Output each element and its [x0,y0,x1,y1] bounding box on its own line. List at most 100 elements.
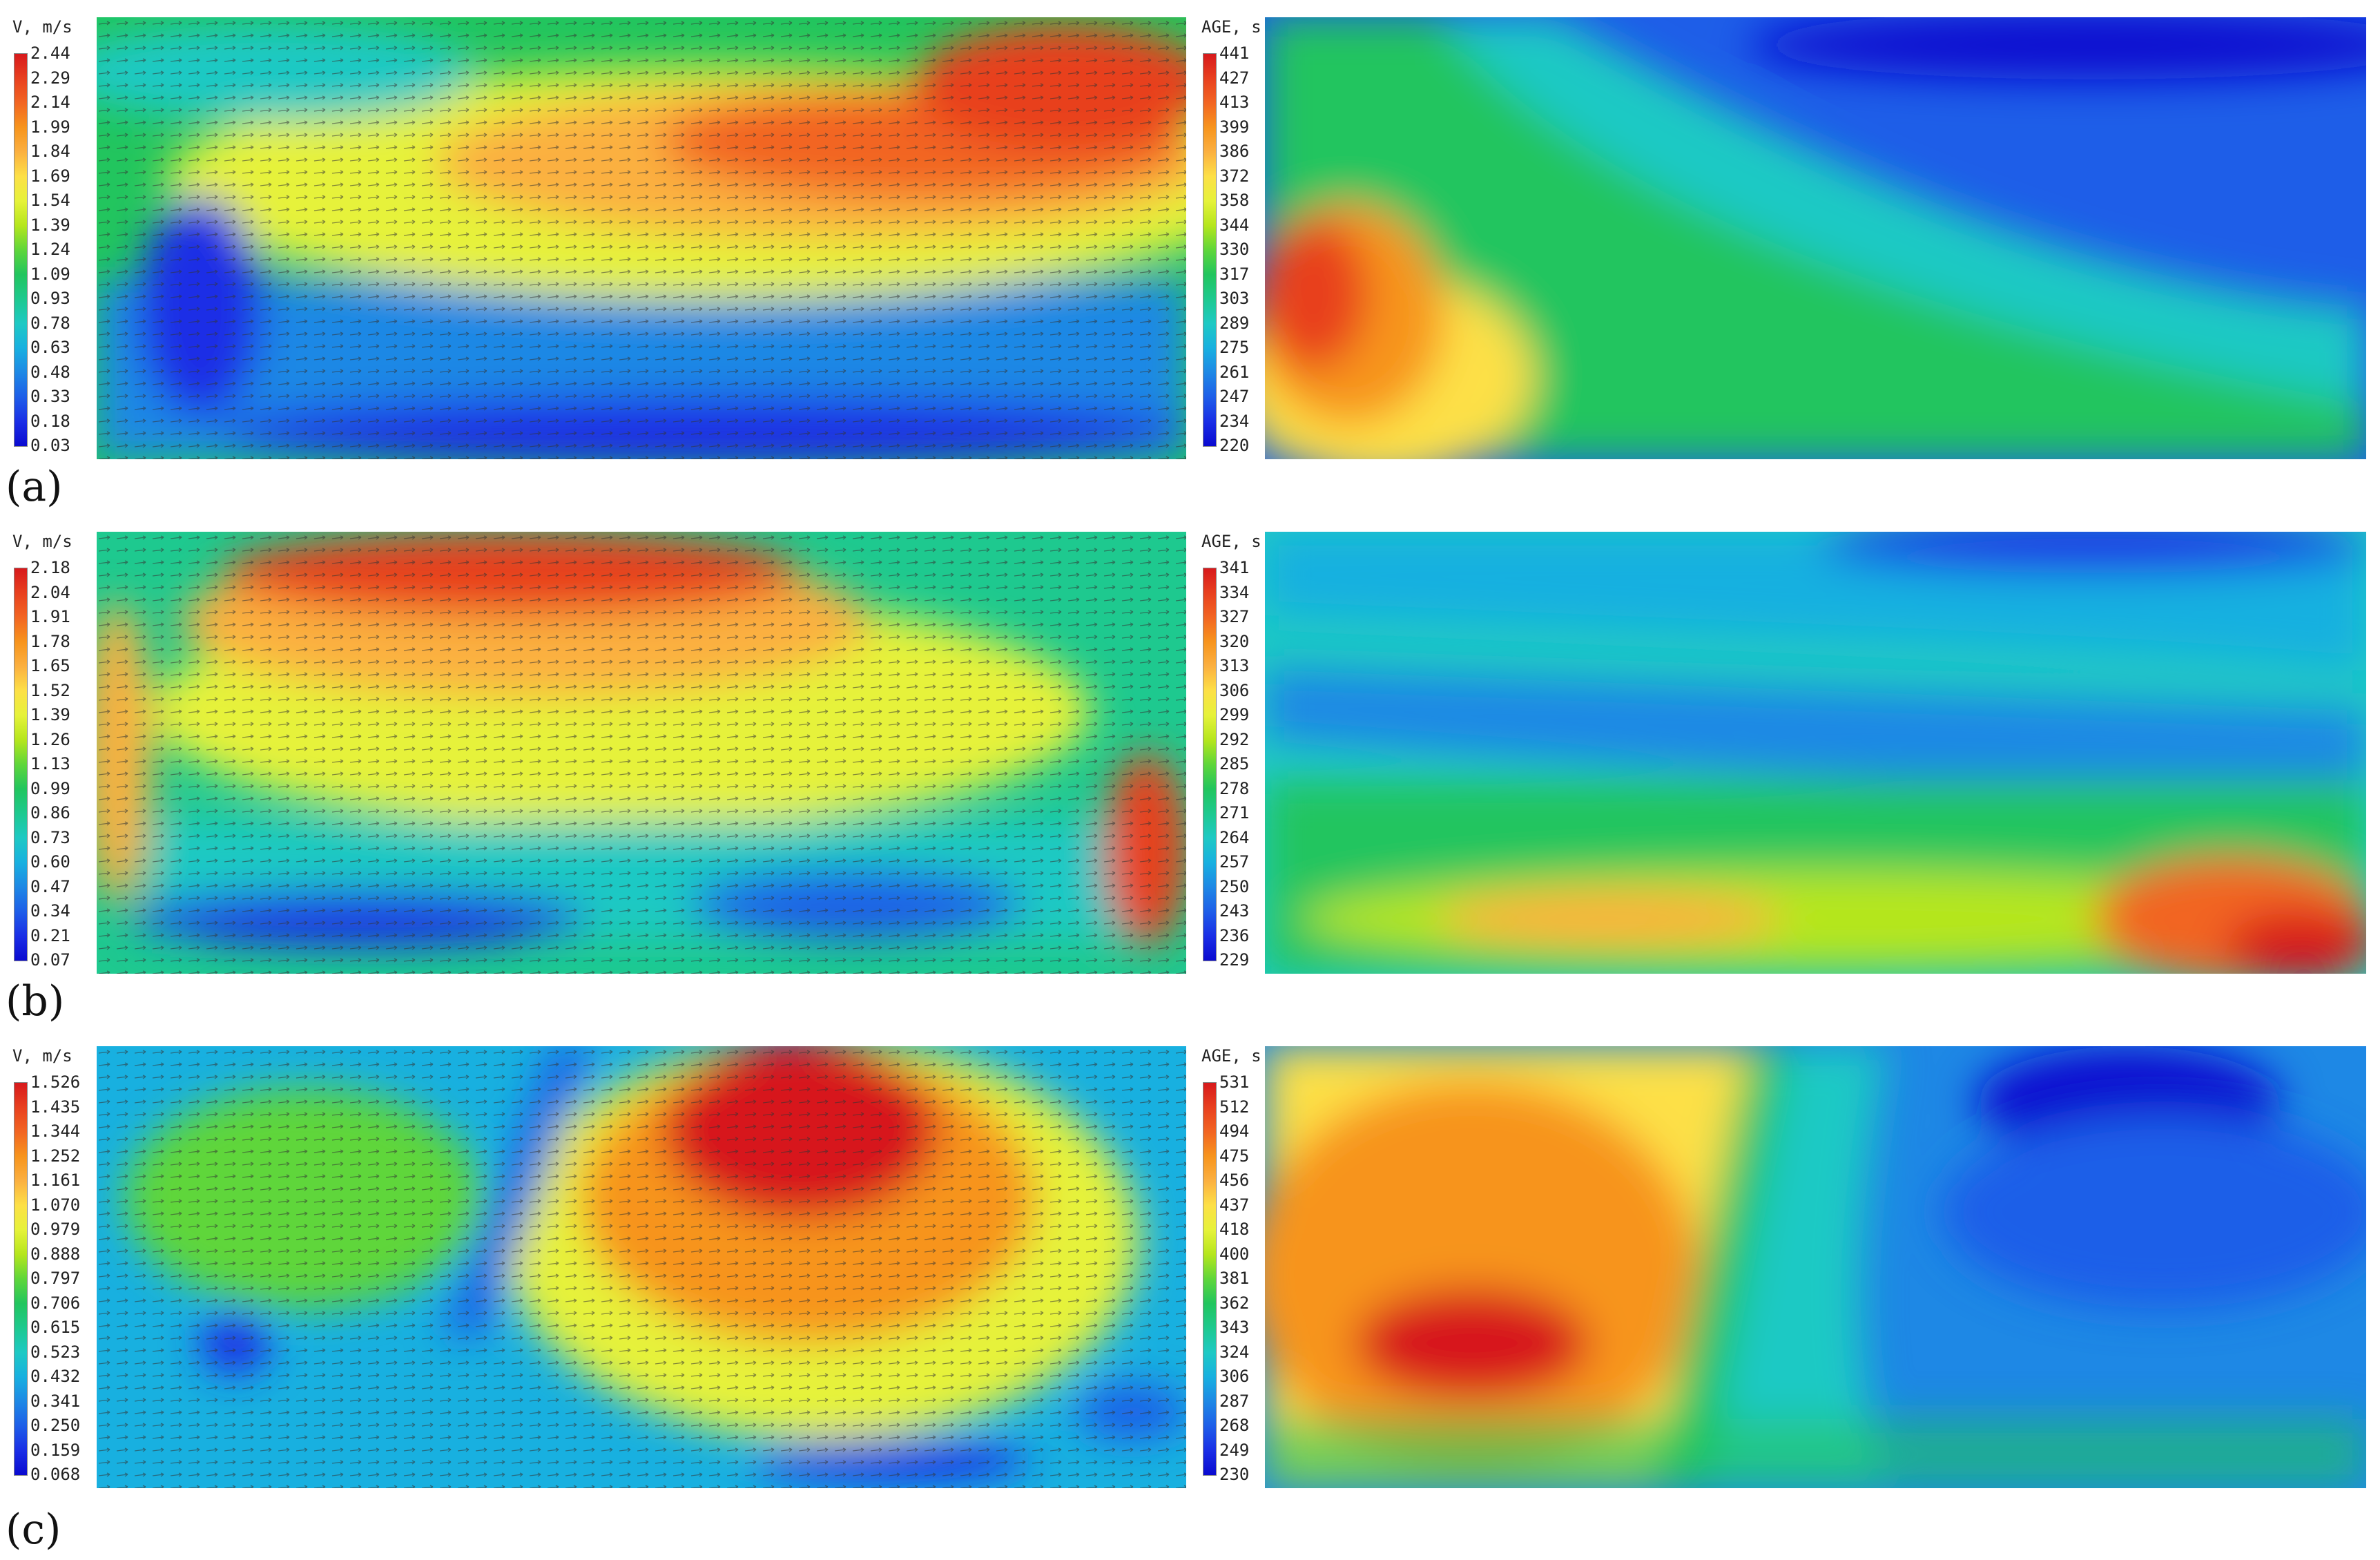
tick-label: 1.252 [30,1146,81,1166]
tick-label: 264 [1219,827,1250,847]
tick-label: 289 [1219,313,1250,333]
tick-label: 249 [1219,1440,1250,1460]
tick-label: 0.159 [30,1440,81,1460]
tick-label: 0.18 [30,411,70,431]
tick-label: 324 [1219,1342,1250,1362]
tick-label: 456 [1219,1171,1250,1190]
legend-title: V, m/s [12,1046,72,1066]
tick-label: 372 [1219,166,1250,186]
tick-label: 220 [1219,436,1250,455]
tick-label: 287 [1219,1391,1250,1411]
tick-label: 327 [1219,607,1250,626]
tick-label: 1.526 [30,1072,81,1092]
tick-label: 0.068 [30,1465,81,1484]
tick-label: 285 [1219,754,1250,773]
tick-label: 1.13 [30,754,70,773]
tick-label: 1.39 [30,215,70,235]
age-field-a [1265,17,2366,459]
tick-label: 1.24 [30,240,70,259]
tick-label: 1.070 [30,1195,81,1215]
tick-label: 437 [1219,1195,1250,1215]
velocity-contour-image [97,532,1186,974]
tick-label: 475 [1219,1146,1250,1166]
tick-label: 512 [1219,1097,1250,1117]
tick-label: 1.91 [30,607,70,626]
tick-label: 2.04 [30,582,70,602]
tick-label: 381 [1219,1269,1250,1288]
age-contour-image [1265,17,2366,459]
velocity-field-a [97,17,1186,459]
tick-label: 0.86 [30,803,70,822]
tick-label: 299 [1219,705,1250,724]
tick-label: 306 [1219,1367,1250,1386]
tick-label: 386 [1219,142,1250,161]
colorbar [14,1082,28,1476]
tick-label: 261 [1219,362,1250,382]
velocity-field-c [97,1046,1186,1488]
legend-title: AGE, s [1201,1046,1261,1066]
tick-label: 1.52 [30,680,70,700]
tick-label: 334 [1219,582,1250,602]
tick-label: 341 [1219,558,1250,577]
tick-label: 0.888 [30,1244,81,1264]
tick-label: 400 [1219,1244,1250,1264]
tick-label: 275 [1219,338,1250,357]
tick-label: 0.979 [30,1220,81,1239]
tick-label: 1.161 [30,1171,81,1190]
panel-row-c: V, m/s 1.526 1.435 1.344 1.252 1.161 1.0… [0,1029,2380,1560]
tick-label: 0.33 [30,387,70,406]
velocity-field-b [97,532,1186,974]
tick-label: 418 [1219,1220,1250,1239]
tick-label: 2.44 [30,44,70,63]
colorbar [14,568,28,961]
tick-label: 0.706 [30,1293,81,1313]
panel-row-b: V, m/s 2.18 2.04 1.91 1.78 1.65 1.52 1.3… [0,514,2380,1025]
tick-label: 344 [1219,215,1250,235]
tick-label: 230 [1219,1465,1250,1484]
tick-label: 0.34 [30,901,70,921]
velocity-legend-c: V, m/s 1.526 1.435 1.344 1.252 1.161 1.0… [0,1046,90,1488]
tick-label: 0.341 [30,1391,81,1411]
tick-label: 320 [1219,631,1250,651]
tick-label: 313 [1219,656,1250,675]
legend-title: V, m/s [12,532,72,551]
panel-label-c: (c) [6,1505,61,1554]
tick-label: 1.69 [30,166,70,186]
tick-label: 1.78 [30,631,70,651]
tick-label: 0.250 [30,1416,81,1435]
tick-label: 1.09 [30,264,70,284]
tick-label: 343 [1219,1318,1250,1337]
tick-label: 0.73 [30,827,70,847]
tick-label: 531 [1219,1072,1250,1092]
colorbar [1203,568,1217,961]
velocity-contour-image [97,1046,1186,1488]
tick-label: 0.615 [30,1318,81,1337]
tick-label: 303 [1219,289,1250,308]
tick-label: 494 [1219,1121,1250,1141]
age-legend-b: AGE, s 341 334 327 320 313 306 299 292 2… [1189,532,1279,974]
tick-label: 1.344 [30,1121,81,1141]
tick-label: 0.797 [30,1269,81,1288]
tick-label: 0.99 [30,778,70,798]
tick-label: 0.78 [30,313,70,333]
tick-label: 427 [1219,68,1250,88]
age-contour-image [1265,532,2366,974]
tick-label: 0.07 [30,950,70,970]
legend-title: AGE, s [1201,17,1261,37]
tick-label: 247 [1219,387,1250,406]
tick-label: 257 [1219,852,1250,872]
tick-label: 1.84 [30,142,70,161]
legend-title: V, m/s [12,17,72,37]
tick-label: 268 [1219,1416,1250,1435]
tick-label: 362 [1219,1293,1250,1313]
age-legend-a: AGE, s 441 427 413 399 386 372 358 344 3… [1189,17,1279,459]
tick-label: 1.54 [30,191,70,210]
age-contour-image [1265,1046,2366,1488]
colorbar [14,53,28,447]
age-legend-c: AGE, s 531 512 494 475 456 437 418 400 3… [1189,1046,1279,1488]
tick-label: 243 [1219,901,1250,921]
tick-label: 250 [1219,876,1250,896]
tick-label: 306 [1219,680,1250,700]
tick-label: 1.65 [30,656,70,675]
